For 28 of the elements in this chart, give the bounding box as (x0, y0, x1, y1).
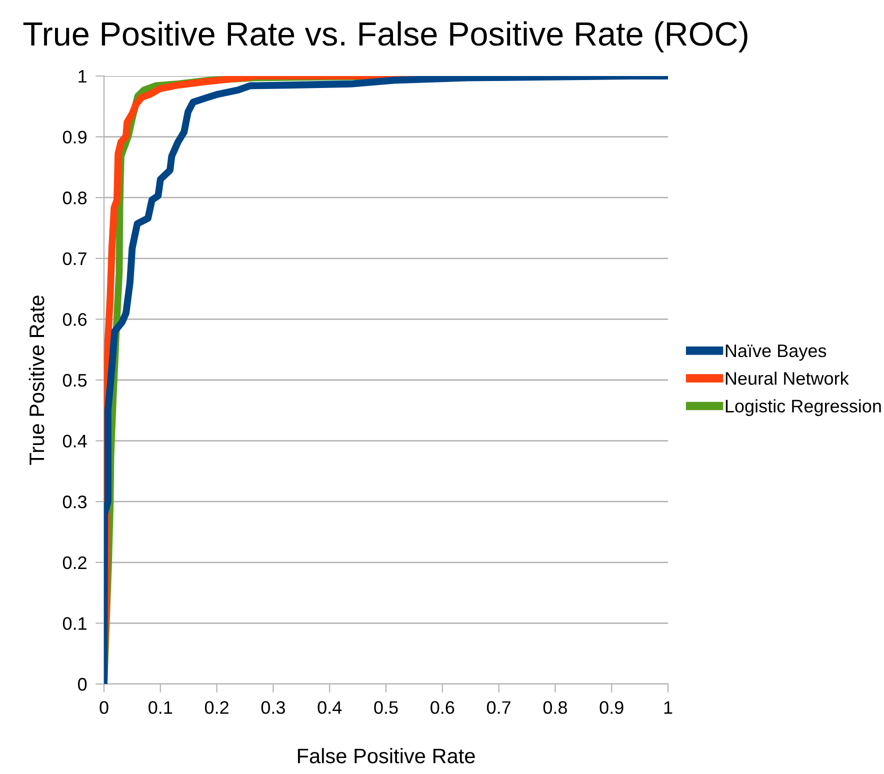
y-tick-label: 0.7 (62, 252, 86, 266)
chart-title: True Positive Rate vs. False Positive Rate (ROC) (23, 21, 748, 52)
x-tick-label: 0 (100, 701, 108, 714)
y-tick-label: 0.1 (62, 617, 86, 630)
legend-label: Logistic Regression (726, 399, 881, 416)
x-tick-label: 0.9 (600, 701, 624, 714)
y-tick-label: 0.9 (62, 130, 86, 144)
x-tick-label: 1 (664, 701, 672, 714)
x-tick-label: 0.3 (261, 701, 285, 714)
y-tick-label: 0 (78, 678, 87, 691)
x-tick-label: 0.5 (374, 701, 398, 714)
x-tick-label: 0.8 (543, 701, 567, 714)
x-tick-label: 0.7 (486, 701, 510, 714)
x-tick-label: 0.1 (148, 701, 172, 714)
y-axis-title: True Positive Rate (28, 296, 44, 465)
y-tick-label: 0.3 (62, 496, 87, 508)
y-tick-label: 0.6 (62, 313, 87, 326)
y-tick-label: 0.8 (62, 192, 87, 204)
x-tick-label: 0.4 (318, 701, 342, 714)
legend-label: Naïve Bayes (726, 344, 826, 361)
y-tick-label: 0.2 (62, 556, 86, 570)
x-tick-label: 0.6 (430, 701, 454, 714)
x-tick-label: 0.2 (204, 701, 228, 714)
y-tick-label: 1 (78, 70, 86, 83)
x-axis-title: False Positive Rate (298, 748, 475, 764)
y-tick-label: 0.4 (62, 434, 87, 448)
y-tick-label: 0.5 (62, 374, 87, 387)
legend-label: Neural Network (726, 372, 849, 385)
